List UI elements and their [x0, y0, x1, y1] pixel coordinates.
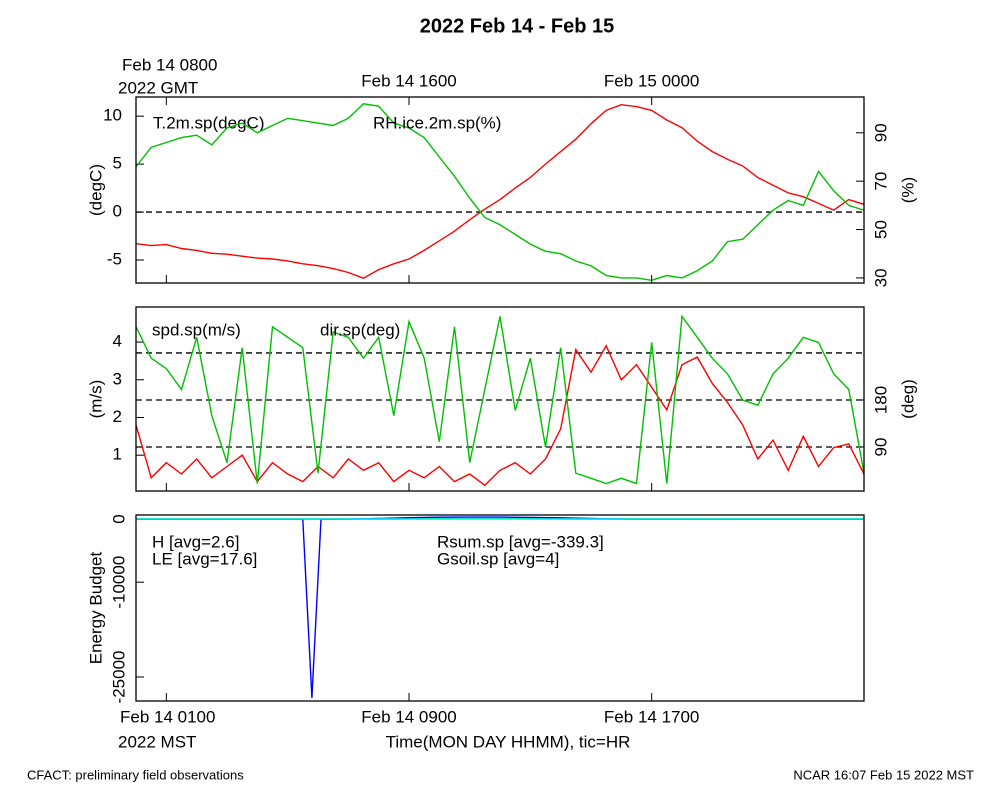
y-tick-label: 5: [113, 154, 122, 173]
y-tick-label: 0: [113, 202, 122, 221]
y-tick-label: -5: [107, 249, 122, 268]
legend-entry: Gsoil.sp [avg=4]: [437, 549, 559, 568]
x-tick-label: Feb 14 0100: [120, 707, 215, 726]
legend-entry: spd.sp(m/s): [152, 320, 241, 339]
series-line: [136, 103, 864, 282]
y-axis-label: (m/s): [86, 380, 105, 419]
plot-frame: [135, 306, 865, 492]
legend-entry: T.2m.sp(degC): [153, 113, 264, 132]
series-line: [136, 314, 864, 485]
footer-left: CFACT: preliminary field observations: [27, 767, 244, 782]
legend-entry: dir.sp(deg): [320, 320, 400, 339]
y2-axis-label: (deg): [898, 379, 917, 419]
x2-tick-label: Feb 14 0800: [122, 55, 217, 74]
x-tick-label: Feb 14 1700: [604, 707, 699, 726]
y-tick-label: 4: [113, 332, 122, 351]
y2-tick-label: 50: [871, 220, 890, 239]
legend-entry: LE [avg=17.6]: [152, 549, 257, 568]
series-line: [136, 344, 864, 487]
y2-tick-label: 70: [871, 172, 890, 191]
y2-tick-label: 90: [871, 123, 890, 142]
plot-frame: [135, 514, 865, 702]
x2-tick-label: Feb 15 0000: [604, 71, 699, 90]
plot-frame: [135, 96, 865, 284]
y-axis-label: Energy Budget: [86, 551, 105, 664]
x-axis-label: Time(MON DAY HHMM), tic=HR: [386, 732, 631, 751]
y-axis-label: (degC): [86, 164, 105, 216]
y-tick-label: 10: [103, 106, 122, 125]
x2-sublabel: 2022 GMT: [118, 78, 198, 97]
y-tick-label: 1: [113, 445, 122, 464]
y-tick-label: 3: [113, 369, 122, 388]
y2-axis-label: (%): [898, 177, 917, 203]
y-tick-label: -10000: [109, 556, 128, 609]
y2-tick-label: 90: [871, 438, 890, 457]
x-sublabel: 2022 MST: [118, 732, 196, 751]
legend-entry: RH.ice.2m.sp(%): [373, 113, 501, 132]
legend-entry: Rsum.sp [avg=-339.3]: [437, 532, 604, 551]
legend-entry: H [avg=2.6]: [152, 532, 239, 551]
chart-title: 2022 Feb 14 - Feb 15: [420, 15, 615, 37]
y-tick-label: -25000: [109, 651, 128, 704]
footer-right: NCAR 16:07 Feb 15 2022 MST: [793, 767, 974, 782]
x-tick-label: Feb 14 0900: [361, 707, 456, 726]
series-line: [136, 103, 864, 279]
y2-tick-label: 180: [871, 386, 890, 414]
y-tick-label: 2: [113, 407, 122, 426]
y2-tick-label: 30: [871, 268, 890, 287]
y-tick-label: 0: [109, 514, 128, 523]
x2-tick-label: Feb 14 1600: [361, 71, 456, 90]
